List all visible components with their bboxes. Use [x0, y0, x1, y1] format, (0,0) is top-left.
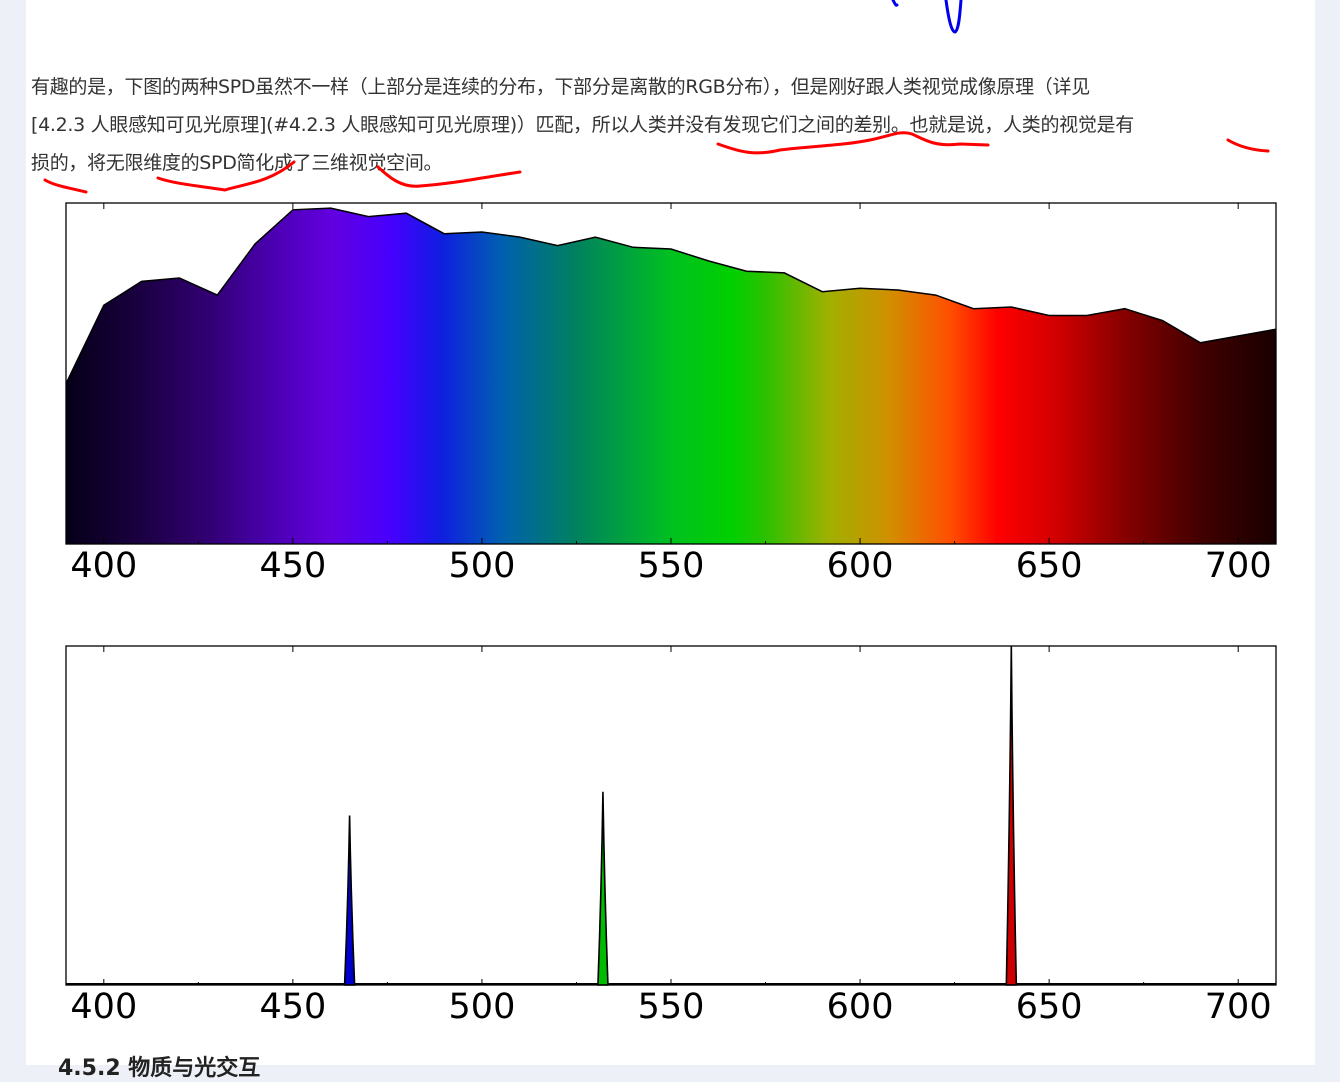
x-tick-label-1-4: 600 — [827, 546, 894, 586]
x-tick-label-1-6: 700 — [1205, 546, 1272, 586]
x-tick-label-1-3: 550 — [638, 546, 705, 586]
x-tick-label-1-5: 650 — [1016, 546, 1083, 586]
paragraph-line-1: 有趣的是，下图的两种SPD虽然不一样（上部分是连续的分布，下部分是离散的RGB分… — [31, 76, 1090, 98]
x-tick-label-2-3: 550 — [638, 987, 705, 1027]
x-tick-label-2-1: 450 — [259, 987, 326, 1027]
spd-curve — [65, 207, 1277, 385]
x-tick-label-2-0: 400 — [70, 987, 137, 1027]
next-section-heading: 4.5.2 物质与光交互 — [58, 1056, 261, 1081]
x-tick-label-1-0: 400 — [70, 546, 137, 586]
x-tick-label-2-2: 500 — [449, 987, 516, 1027]
x-tick-label-1-2: 500 — [449, 546, 516, 586]
discrete-rgb-spd-chart: 400 450 500 550 600 650 700 — [65, 645, 1277, 1027]
x-tick-label-1-1: 450 — [259, 546, 326, 586]
paragraph-line-2: [4.2.3 人眼感知可见光原理](#4.2.3 人眼感知可见光原理)）匹配，所… — [31, 114, 1134, 136]
x-tick-label-2-5: 650 — [1016, 987, 1083, 1027]
spd-area-fill — [66, 208, 1276, 544]
rgb-peak-2 — [1005, 645, 1018, 986]
x-tick-label-2-4: 600 — [827, 987, 894, 1027]
article-paragraph: 有趣的是，下图的两种SPD虽然不一样（上部分是连续的分布，下部分是离散的RGB分… — [31, 68, 1263, 182]
rgb-peak-0 — [343, 815, 356, 986]
x-tick-label-2-6: 700 — [1205, 987, 1272, 1027]
continuous-spd-chart: 400 450 500 550 600 650 700 — [65, 202, 1277, 586]
plot-frame-2 — [65, 645, 1277, 986]
rgb-peak-1 — [597, 791, 609, 986]
